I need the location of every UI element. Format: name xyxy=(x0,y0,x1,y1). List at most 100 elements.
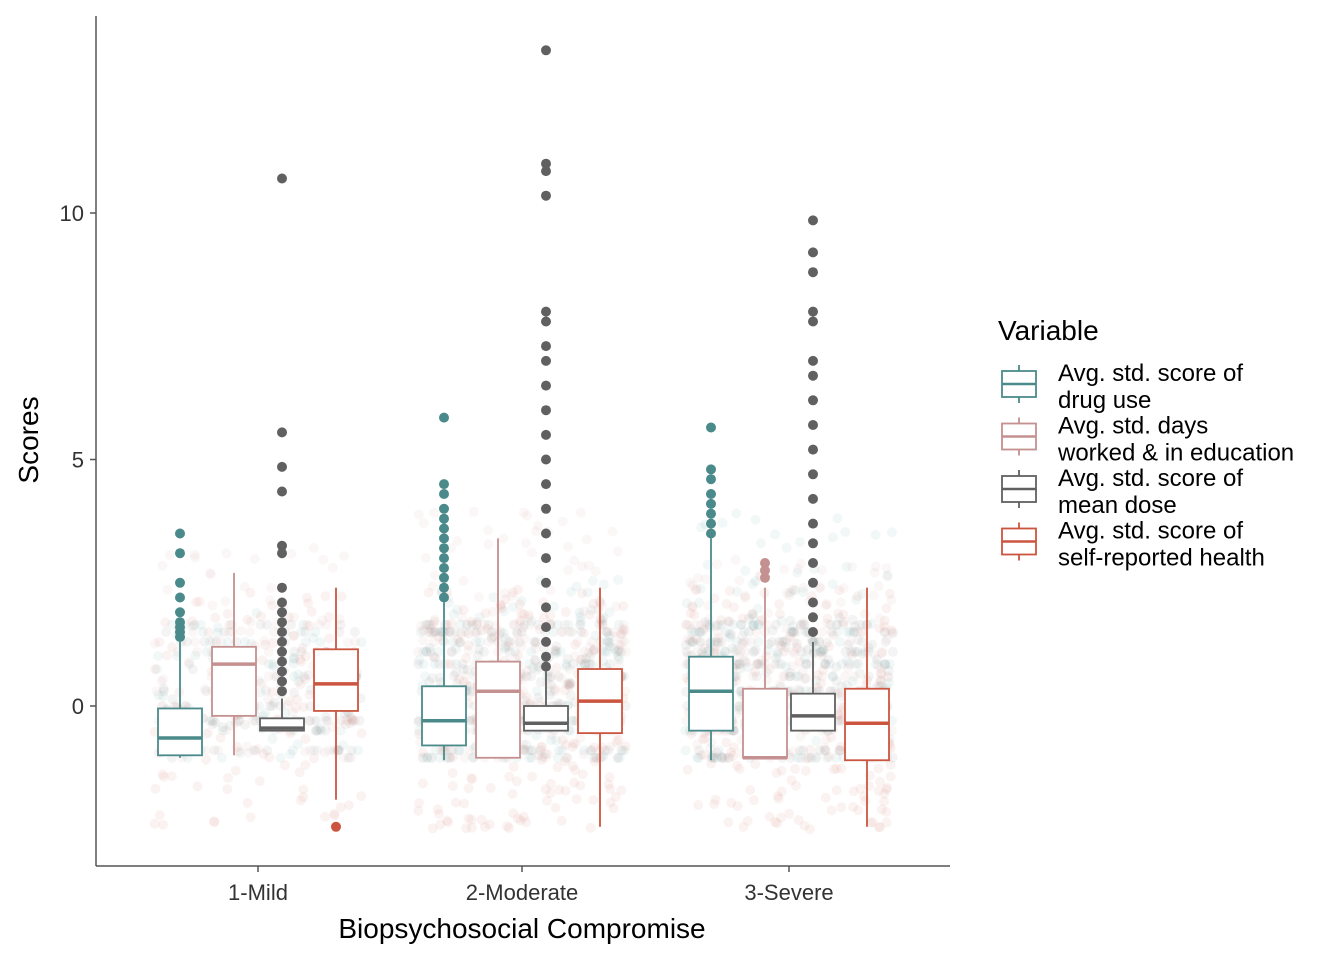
outlier-point xyxy=(439,582,449,593)
jitter-point xyxy=(598,579,609,590)
jitter-point xyxy=(295,654,306,665)
outlier-point xyxy=(439,543,449,554)
outlier-point xyxy=(808,538,818,549)
jitter-point xyxy=(445,752,456,763)
jitter-point xyxy=(831,763,842,774)
jitter-point xyxy=(693,745,704,756)
jitter-point xyxy=(792,627,802,637)
jitter-point xyxy=(618,601,629,612)
jitter-point xyxy=(187,616,198,627)
jitter-point xyxy=(415,627,426,637)
jitter-point xyxy=(530,637,541,648)
outlier-point xyxy=(808,469,818,480)
jitter-point xyxy=(304,689,315,700)
jitter-point xyxy=(182,636,192,647)
jitter-point xyxy=(842,627,853,637)
jitter-point xyxy=(208,635,219,646)
jitter-point xyxy=(694,597,705,608)
jitter-point xyxy=(519,745,530,756)
jitter-point xyxy=(689,610,700,620)
jitter-point xyxy=(808,636,819,647)
jitter-point xyxy=(508,808,519,819)
jitter-point xyxy=(463,645,474,656)
jitter-point xyxy=(452,536,463,546)
jitter-point xyxy=(298,671,309,682)
jitter-point xyxy=(556,673,567,684)
jitter-point xyxy=(451,644,462,655)
box xyxy=(523,705,569,732)
jitter-point xyxy=(876,648,887,659)
jitter-point xyxy=(885,771,896,782)
jitter-point xyxy=(824,641,835,652)
jitter-point xyxy=(540,748,551,759)
jitter-point xyxy=(826,805,837,816)
jitter-point xyxy=(157,769,168,780)
jitter-point xyxy=(471,636,481,647)
outlier-point xyxy=(706,422,716,433)
jitter-point xyxy=(799,653,810,664)
jitter-point xyxy=(738,821,749,832)
jitter-point xyxy=(222,608,233,619)
outlier-point xyxy=(277,582,287,593)
jitter-point xyxy=(771,768,782,778)
jitter-point xyxy=(881,563,892,574)
jitter-point xyxy=(685,608,696,619)
jitter-point xyxy=(776,786,787,797)
jitter-point xyxy=(680,640,691,650)
jitter-point xyxy=(433,631,444,642)
jitter-point xyxy=(425,646,436,657)
jitter-point xyxy=(710,636,721,647)
jitter-point xyxy=(752,603,763,614)
jitter-point xyxy=(444,627,455,637)
jitter-point xyxy=(881,603,892,614)
jitter-point xyxy=(489,631,500,642)
jitter-point xyxy=(221,725,232,736)
jitter-point xyxy=(740,646,751,657)
jitter-point xyxy=(267,637,278,648)
jitter-point xyxy=(850,659,861,670)
jitter-point xyxy=(463,640,474,651)
jitter-point xyxy=(605,741,616,752)
jitter-point xyxy=(350,715,361,726)
jitter-point xyxy=(713,745,724,756)
jitter-point xyxy=(350,636,361,647)
jitter-point xyxy=(523,745,534,756)
jitter-point xyxy=(617,636,628,647)
jitter-point xyxy=(576,654,587,665)
jitter-point xyxy=(420,671,431,682)
jitter-point xyxy=(740,565,751,576)
jitter-point xyxy=(717,517,728,528)
jitter-point xyxy=(456,628,466,639)
jitter-point xyxy=(697,646,708,657)
jitter-point xyxy=(850,646,861,657)
jitter-point xyxy=(462,664,473,675)
jitter-point xyxy=(820,659,831,670)
jitter-point xyxy=(588,752,599,763)
jitter-point xyxy=(201,686,212,697)
jitter-point xyxy=(203,627,214,638)
jitter-point xyxy=(259,635,270,646)
jitter-point xyxy=(162,650,172,661)
box xyxy=(475,660,521,759)
jitter-point xyxy=(720,646,731,657)
jitter-point xyxy=(149,818,160,829)
outlier-point xyxy=(277,666,287,677)
jitter-point xyxy=(450,667,461,678)
jitter-point xyxy=(531,730,542,741)
jitter-point xyxy=(834,636,845,647)
jitter-point xyxy=(468,506,479,517)
jitter-point xyxy=(425,624,436,634)
jitter-point xyxy=(710,794,721,805)
jitter-point xyxy=(795,537,805,547)
jitter-point xyxy=(263,694,274,705)
jitter-point xyxy=(751,627,761,637)
jitter-point xyxy=(187,627,198,637)
jitter-point xyxy=(447,781,458,791)
jitter-point xyxy=(559,619,570,630)
jitter-point xyxy=(269,661,279,672)
jitter-point xyxy=(693,573,703,583)
jitter-point xyxy=(816,646,827,657)
jitter-point xyxy=(267,659,278,670)
jitter-point xyxy=(150,783,161,794)
